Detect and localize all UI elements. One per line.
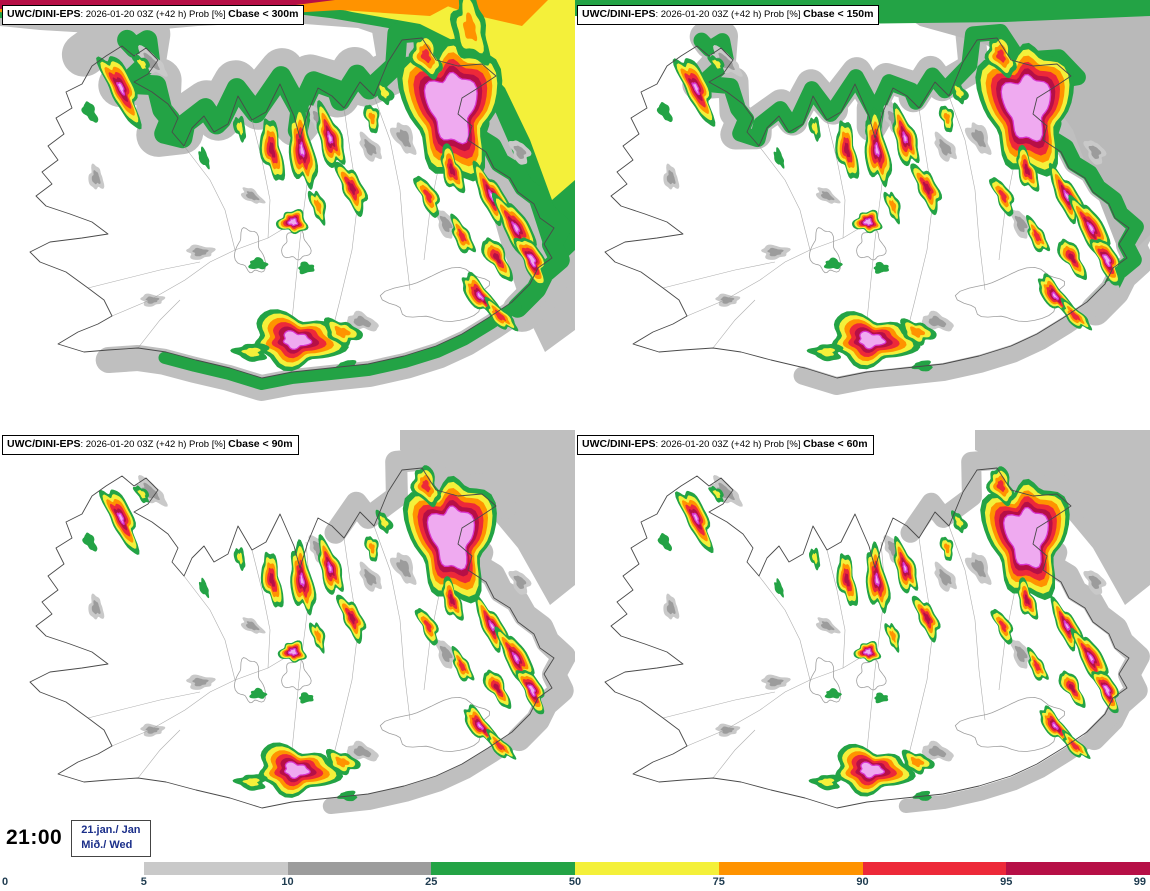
panel-title: UWC/DINI-EPS: 2026-01-20 03Z (+42 h) Pro… [577,435,874,455]
threshold-label: Cbase < 90m [228,438,293,450]
colorbar-tick-label: 5 [140,876,147,888]
colorbar-tick-label: 95 [1000,876,1013,888]
threshold-label: Cbase < 60m [803,438,868,450]
threshold-label: Cbase < 150m [803,8,874,20]
iceland-map [0,0,575,401]
panel-title: UWC/DINI-EPS: 2026-01-20 03Z (+42 h) Pro… [577,5,880,25]
colorbar-tick-label: 90 [856,876,869,888]
valid-clock: 21:00 [6,826,63,850]
model-name: UWC/DINI-EPS [582,8,656,20]
colorbar-tick-label: 10 [281,876,294,888]
colorbar-segment [718,862,863,875]
colorbar-tick-label: 75 [712,876,725,888]
panel-cbase-300m: UWC/DINI-EPS: 2026-01-20 03Z (+42 h) Pro… [0,0,575,430]
colorbar-segment [0,862,144,875]
colorbar-segment [575,862,719,875]
colorbar-segment [287,862,432,875]
panel-title: UWC/DINI-EPS: 2026-01-20 03Z (+42 h) Pro… [2,435,299,455]
model-name: UWC/DINI-EPS [582,438,656,450]
run-meta: : 2026-01-20 03Z (+42 h) Prob [%] [80,439,229,450]
run-meta: : 2026-01-20 03Z (+42 h) Prob [%] [655,439,804,450]
valid-date-line2: Mið./ Wed [81,839,133,852]
colorbar-tick-label: 0 [2,876,9,888]
panel-title: UWC/DINI-EPS: 2026-01-20 03Z (+42 h) Pro… [2,5,305,25]
panel-cbase-150m: UWC/DINI-EPS: 2026-01-20 03Z (+42 h) Pro… [575,0,1150,430]
colorbar-tick-label: 25 [425,876,438,888]
iceland-map [604,430,1150,813]
model-name: UWC/DINI-EPS [7,8,81,20]
valid-time: 21:00 21.jan./ Jan Mið./ Wed [6,820,151,857]
threshold-label: Cbase < 300m [228,8,299,20]
valid-date-box: 21.jan./ Jan Mið./ Wed [71,820,151,857]
panel-cbase-60m: UWC/DINI-EPS: 2026-01-20 03Z (+42 h) Pro… [575,430,1150,860]
colorbar-segment [1006,862,1150,875]
model-name: UWC/DINI-EPS [7,438,81,450]
colorbar-tick-label: 50 [568,876,582,888]
colorbar-tick-label: 99 [1133,876,1146,888]
run-meta: : 2026-01-20 03Z (+42 h) Prob [%] [655,9,804,20]
colorbar-segment [862,862,1007,875]
run-meta: : 2026-01-20 03Z (+42 h) Prob [%] [80,9,229,20]
iceland-map [575,0,1150,395]
probability-colorbar [0,862,1150,875]
panel-cbase-90m: UWC/DINI-EPS: 2026-01-20 03Z (+42 h) Pro… [0,430,575,860]
iceland-map [29,430,575,814]
colorbar-segment [143,862,288,875]
colorbar-segment [431,862,575,875]
colorbar-tick-labels: 0 5 10 25 50 75 90 95 99 [0,876,1150,891]
valid-date-line1: 21.jan./ Jan [81,824,141,836]
